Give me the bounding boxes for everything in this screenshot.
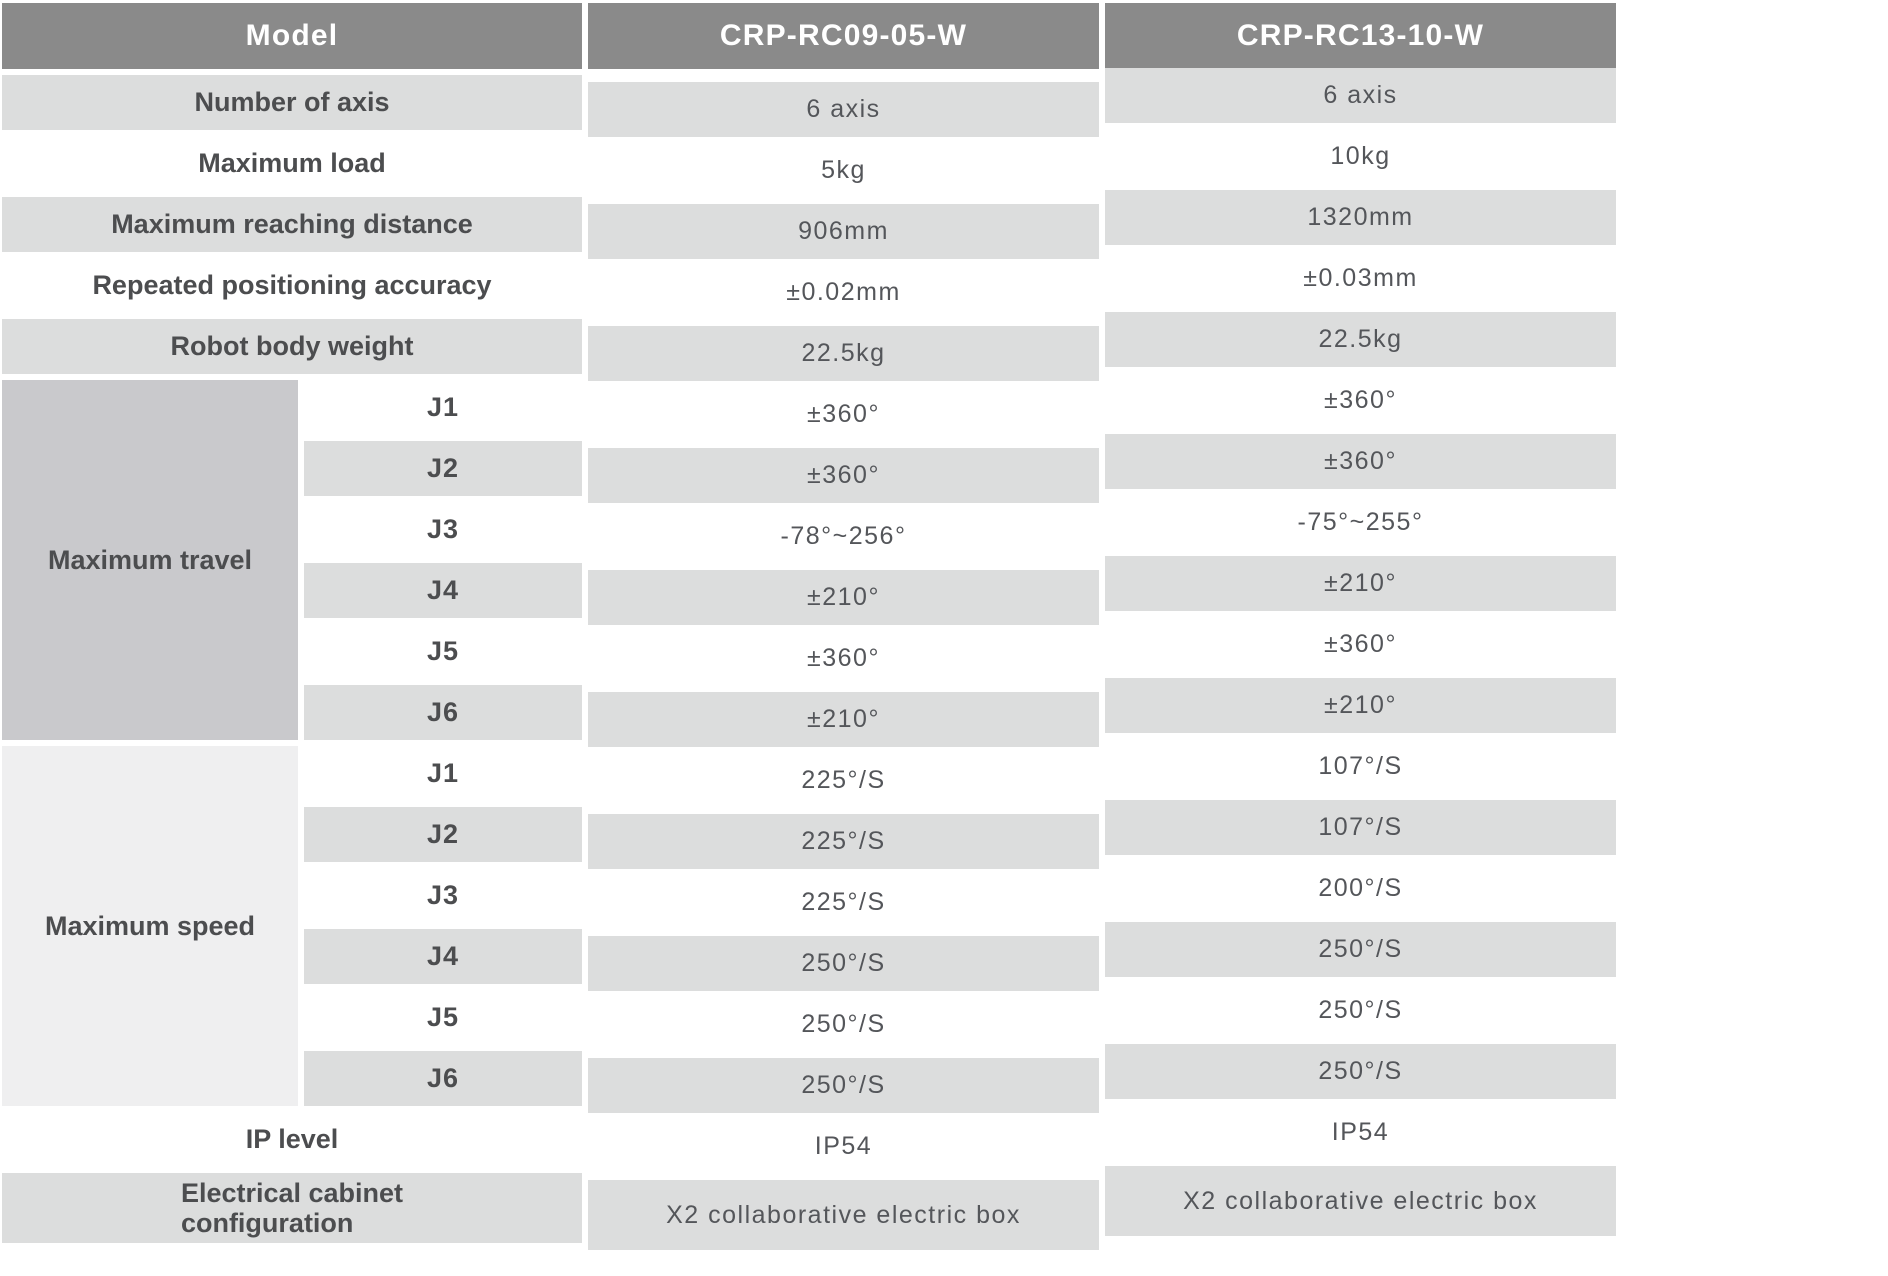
value-robot-body-weight-rc09: 22.5kg [588, 326, 1099, 381]
travel-j4-rc09: ±210° [588, 570, 1099, 625]
group-label-maximum-travel: Maximum travel [2, 380, 298, 740]
robot-spec-table: Model CRP-RC09-05-W CRP-RC13-10-W Number… [2, 3, 1616, 1250]
speed-j5-rc13: 250°/S [1105, 983, 1616, 1038]
speed-j3-rc09: 225°/S [588, 875, 1099, 930]
travel-j6-rc09: ±210° [588, 692, 1099, 747]
label-ip-level: IP level [2, 1112, 582, 1167]
header-cell-model-rc09: CRP-RC09-05-W [588, 3, 1099, 69]
speed-joint-j6: J6 [304, 1051, 582, 1106]
speed-j2-rc09: 225°/S [588, 814, 1099, 869]
speed-joint-j2: J2 [304, 807, 582, 862]
value-number-of-axis-rc13: 6 axis [1105, 68, 1616, 123]
value-electrical-cabinet-rc13: X2 collaborative electric box [1105, 1166, 1616, 1236]
travel-joint-j3: J3 [304, 502, 582, 557]
travel-j2-rc09: ±360° [588, 448, 1099, 503]
travel-j1-rc13: ±360° [1105, 373, 1616, 428]
travel-j6-rc13: ±210° [1105, 678, 1616, 733]
travel-joint-j2: J2 [304, 441, 582, 496]
speed-j2-rc13: 107°/S [1105, 800, 1616, 855]
speed-j3-rc13: 200°/S [1105, 861, 1616, 916]
label-maximum-reaching-distance: Maximum reaching distance [2, 197, 582, 252]
travel-j1-rc09: ±360° [588, 387, 1099, 442]
electrical-cabinet-label-text: Electrical cabinet configuration [180, 1177, 404, 1238]
value-ip-level-rc09: IP54 [588, 1119, 1099, 1174]
value-maximum-load-rc09: 5kg [588, 143, 1099, 198]
travel-j5-rc13: ±360° [1105, 617, 1616, 672]
value-number-of-axis-rc09: 6 axis [588, 82, 1099, 137]
group-label-maximum-speed: Maximum speed [2, 746, 298, 1106]
value-maximum-reaching-distance-rc13: 1320mm [1105, 190, 1616, 245]
speed-j4-rc09: 250°/S [588, 936, 1099, 991]
speed-joint-j1: J1 [304, 746, 582, 801]
travel-j3-rc09: -78°~256° [588, 509, 1099, 564]
speed-j1-rc13: 107°/S [1105, 739, 1616, 794]
travel-joint-j1: J1 [304, 380, 582, 435]
header-cell-model-rc13: CRP-RC13-10-W [1105, 3, 1616, 69]
label-number-of-axis: Number of axis [2, 75, 582, 130]
label-robot-body-weight: Robot body weight [2, 319, 582, 374]
travel-j4-rc13: ±210° [1105, 556, 1616, 611]
value-repeated-positioning-accuracy-rc13: ±0.03mm [1105, 251, 1616, 306]
speed-j5-rc09: 250°/S [588, 997, 1099, 1052]
value-robot-body-weight-rc13: 22.5kg [1105, 312, 1616, 367]
label-electrical-cabinet-configuration: Electrical cabinet configuration [2, 1173, 582, 1243]
value-electrical-cabinet-rc09: X2 collaborative electric box [588, 1180, 1099, 1250]
travel-joint-j5: J5 [304, 624, 582, 679]
travel-joint-j4: J4 [304, 563, 582, 618]
speed-joint-j3: J3 [304, 868, 582, 923]
value-maximum-load-rc13: 10kg [1105, 129, 1616, 184]
value-repeated-positioning-accuracy-rc09: ±0.02mm [588, 265, 1099, 320]
value-maximum-reaching-distance-rc09: 906mm [588, 204, 1099, 259]
speed-joint-j5: J5 [304, 990, 582, 1045]
travel-joint-j6: J6 [304, 685, 582, 740]
header-cell-model: Model [2, 3, 582, 69]
speed-j1-rc09: 225°/S [588, 753, 1099, 808]
label-maximum-load: Maximum load [2, 136, 582, 191]
speed-j4-rc13: 250°/S [1105, 922, 1616, 977]
speed-joint-j4: J4 [304, 929, 582, 984]
label-repeated-positioning-accuracy: Repeated positioning accuracy [2, 258, 582, 313]
speed-j6-rc09: 250°/S [588, 1058, 1099, 1113]
travel-j2-rc13: ±360° [1105, 434, 1616, 489]
speed-j6-rc13: 250°/S [1105, 1044, 1616, 1099]
value-ip-level-rc13: IP54 [1105, 1105, 1616, 1160]
travel-j5-rc09: ±360° [588, 631, 1099, 686]
travel-j3-rc13: -75°~255° [1105, 495, 1616, 550]
